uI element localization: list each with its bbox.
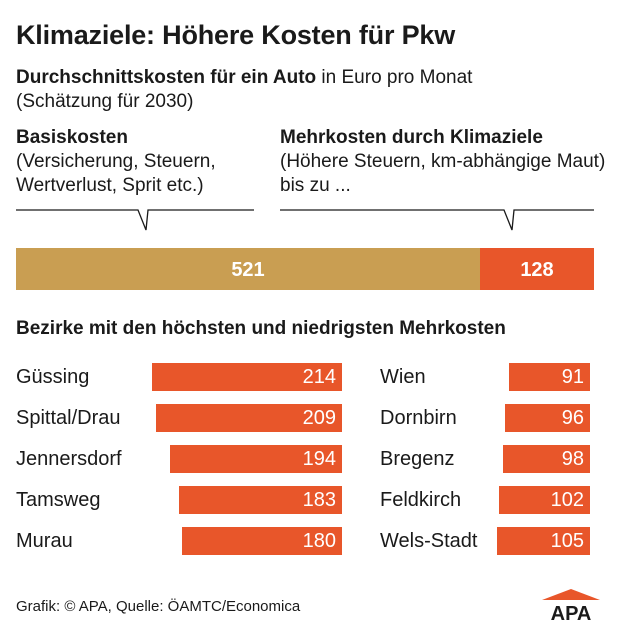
district-label-lowest-3: Feldkirch xyxy=(380,489,462,511)
district-bar-lowest-4: 105 xyxy=(496,527,590,555)
callout-mehrkosten-text: (Höhere Steuern, km-abhängige Maut) bis … xyxy=(280,151,606,196)
subtitle-line2: (Schätzung für 2030) xyxy=(16,91,194,112)
district-label-lowest-4: Wels-Stadt xyxy=(380,530,478,552)
section-title: Bezirke mit den höchsten und niedrigsten… xyxy=(16,318,506,339)
stack-label-basiskosten: 521 xyxy=(231,259,264,281)
apa-logo-roof-icon xyxy=(542,589,600,600)
chart-subtitle: Durchschnittskosten für ein Auto in Euro… xyxy=(16,66,606,114)
district-bar-lowest-1: 96 xyxy=(504,404,590,432)
subtitle-rest: in Euro pro Monat xyxy=(316,67,473,88)
stacked-cost-bar: 521 128 xyxy=(16,209,594,290)
apa-logo-text: APA xyxy=(551,603,592,622)
district-label-highest-3: Tamsweg xyxy=(16,489,101,511)
callout-basiskosten: Basiskosten (Versicherung, Steuern, Wert… xyxy=(16,126,266,198)
district-bar-lowest-2: 98 xyxy=(502,445,590,473)
stack-label-mehrkosten: 128 xyxy=(520,259,553,281)
chart-title: Klimaziele: Höhere Kosten für Pkw xyxy=(16,20,456,50)
district-bar-highest-1: 209 xyxy=(156,404,342,432)
district-label-lowest-0: Wien xyxy=(380,366,426,388)
callout-basiskosten-text: (Versicherung, Steuern, Wertverlust, Spr… xyxy=(16,151,216,196)
district-label-lowest-2: Bregenz xyxy=(380,448,455,470)
apa-logo: APA xyxy=(542,589,600,622)
district-bar-highest-0: 214 xyxy=(151,363,342,391)
stack-segment-basiskosten xyxy=(16,248,481,290)
district-bar-highest-4: 180 xyxy=(182,527,342,555)
callout-bracket-basiskosten xyxy=(16,209,254,231)
district-label-highest-0: Güssing xyxy=(16,366,90,388)
callout-basiskosten-head: Basiskosten xyxy=(16,127,128,148)
subtitle-bold: Durchschnittskosten für ein Auto xyxy=(16,67,317,88)
district-label-highest-1: Spittal/Drau xyxy=(16,407,121,429)
district-bar-lowest-3: 102 xyxy=(499,486,590,514)
callout-mehrkosten-head: Mehrkosten durch Klimaziele xyxy=(280,127,543,148)
district-label-lowest-1: Dornbirn xyxy=(380,407,457,429)
district-bar-lowest-0: 91 xyxy=(509,363,590,391)
district-label-highest-4: Murau xyxy=(16,530,73,552)
district-label-highest-2: Jennersdorf xyxy=(16,448,122,470)
district-bar-highest-3: 183 xyxy=(179,486,342,514)
callout-mehrkosten: Mehrkosten durch Klimaziele (Höhere Steu… xyxy=(280,126,610,198)
stack-segment-mehrkosten xyxy=(480,248,594,290)
district-bar-highest-2: 194 xyxy=(169,445,342,473)
callout-bracket-mehrkosten xyxy=(280,209,594,231)
source-note: Grafik: © APA, Quelle: ÖAMTC/Economica xyxy=(16,598,301,615)
